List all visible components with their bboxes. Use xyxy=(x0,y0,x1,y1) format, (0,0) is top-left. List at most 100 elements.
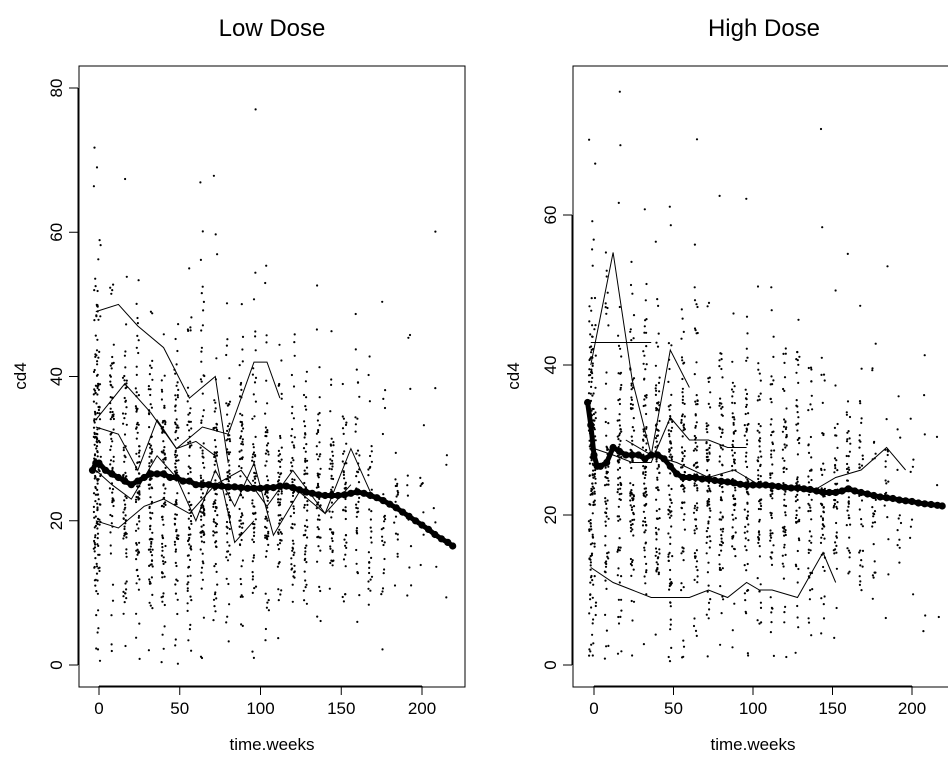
data-point xyxy=(200,530,203,534)
data-point xyxy=(848,450,852,453)
data-point xyxy=(848,551,852,554)
smooth-point xyxy=(308,489,316,497)
data-point xyxy=(746,478,749,481)
data-point xyxy=(629,402,633,406)
data-point xyxy=(151,548,154,551)
smooth-point xyxy=(424,525,433,534)
data-point xyxy=(645,569,648,572)
data-point xyxy=(617,598,621,601)
data-point xyxy=(370,530,373,533)
plot-frame xyxy=(572,65,948,688)
data-point xyxy=(265,379,268,382)
data-point xyxy=(252,453,255,456)
data-point xyxy=(718,566,722,570)
data-point xyxy=(708,507,711,510)
smooth-point xyxy=(256,484,265,492)
data-point xyxy=(252,656,255,660)
smooth-point xyxy=(857,488,865,497)
data-point xyxy=(655,341,658,344)
data-point xyxy=(174,466,177,469)
data-point xyxy=(744,397,748,400)
data-point xyxy=(720,499,723,502)
data-point xyxy=(589,525,593,528)
data-point xyxy=(254,330,257,333)
data-point xyxy=(303,425,307,428)
data-point xyxy=(381,587,385,590)
data-point xyxy=(213,399,216,402)
data-point xyxy=(860,464,864,467)
data-point xyxy=(874,452,877,455)
data-point xyxy=(163,404,166,407)
data-point xyxy=(228,451,232,454)
data-point xyxy=(630,382,633,385)
data-point xyxy=(252,298,256,301)
smooth-point xyxy=(418,521,426,529)
data-point xyxy=(731,629,734,632)
data-point xyxy=(277,498,280,501)
data-point xyxy=(189,326,192,329)
data-point xyxy=(252,446,255,449)
data-point xyxy=(317,514,320,517)
data-point xyxy=(240,623,243,626)
data-point xyxy=(278,503,282,506)
smooth-point xyxy=(730,479,738,487)
data-point xyxy=(228,464,231,467)
data-point xyxy=(409,387,412,390)
data-point xyxy=(254,481,257,484)
data-point xyxy=(241,414,244,417)
data-point xyxy=(97,493,100,496)
data-point xyxy=(137,472,141,475)
data-point xyxy=(176,537,179,540)
data-point xyxy=(160,554,163,557)
data-point xyxy=(187,441,190,444)
data-point xyxy=(95,572,99,575)
data-point xyxy=(408,566,411,569)
data-point xyxy=(357,481,361,484)
data-point xyxy=(200,360,203,363)
data-point xyxy=(683,528,687,531)
data-point xyxy=(161,546,164,549)
data-point xyxy=(213,565,216,568)
data-point xyxy=(707,301,711,304)
data-point xyxy=(266,499,269,502)
data-point xyxy=(731,545,734,548)
data-point xyxy=(785,407,788,410)
data-point xyxy=(138,449,141,452)
data-point xyxy=(330,437,333,440)
data-point xyxy=(344,553,347,556)
data-point xyxy=(796,498,799,501)
data-point xyxy=(111,515,114,518)
data-point xyxy=(783,389,786,392)
data-point xyxy=(96,363,99,366)
data-point xyxy=(732,423,735,426)
smooth-point xyxy=(895,496,903,504)
data-point xyxy=(707,484,710,488)
data-point xyxy=(731,395,734,398)
data-point xyxy=(745,315,749,318)
data-point xyxy=(96,543,99,546)
data-point xyxy=(355,503,358,506)
data-point xyxy=(242,427,245,430)
data-point xyxy=(201,449,204,452)
data-point xyxy=(693,529,696,532)
data-point xyxy=(629,328,632,331)
data-point xyxy=(732,494,735,497)
smooth-point xyxy=(244,484,252,492)
data-point xyxy=(92,426,96,429)
data-point xyxy=(757,531,761,534)
data-point xyxy=(92,547,95,550)
data-point xyxy=(239,595,242,599)
data-point xyxy=(707,617,710,620)
data-point xyxy=(593,296,597,300)
data-point xyxy=(278,343,281,346)
data-point xyxy=(743,531,746,534)
smooth-point xyxy=(863,490,872,498)
data-point xyxy=(226,615,229,618)
data-point xyxy=(884,465,887,468)
x-tick-label: 50 xyxy=(664,699,683,718)
data-point xyxy=(316,615,319,618)
data-point xyxy=(668,551,671,555)
data-point xyxy=(808,530,812,533)
data-point xyxy=(135,346,138,349)
data-point xyxy=(708,535,711,538)
